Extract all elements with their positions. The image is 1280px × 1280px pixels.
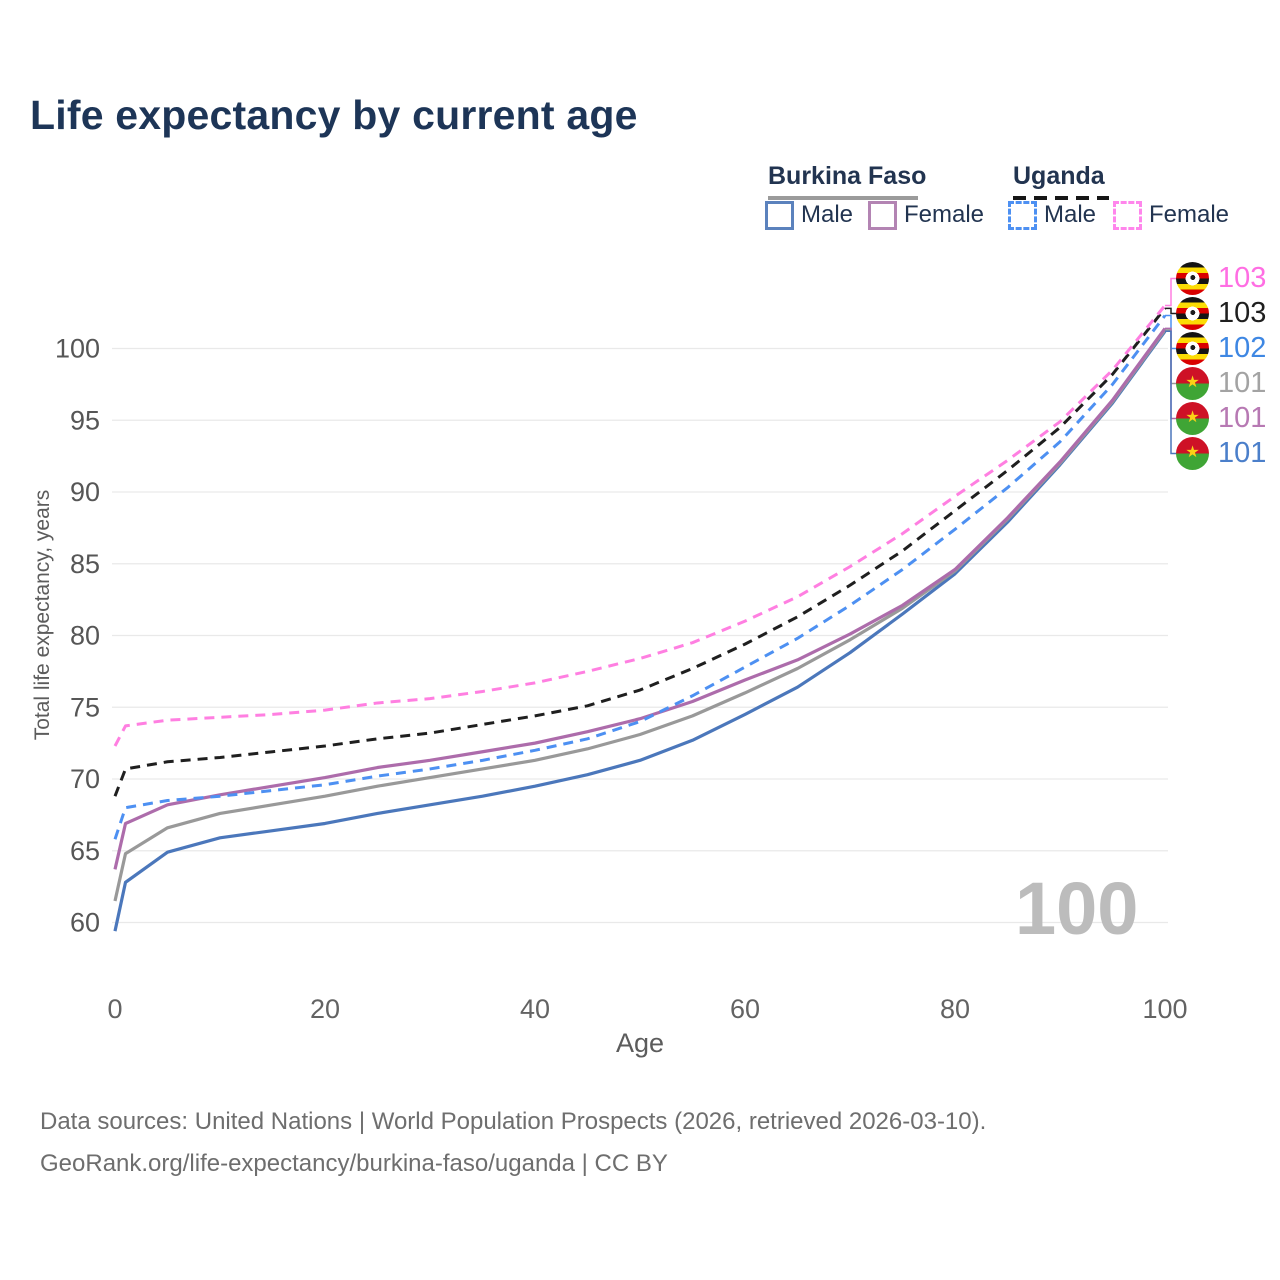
page-title: Life expectancy by current age bbox=[30, 92, 638, 138]
line-uganda-female bbox=[113, 304, 1167, 747]
uganda-male-swatch-icon bbox=[1008, 200, 1037, 230]
legend-group-burkina-faso: Burkina Faso bbox=[768, 162, 927, 190]
line-burkina-both bbox=[113, 328, 1167, 902]
y-tick-95: 95 bbox=[70, 405, 100, 435]
end-label-value: 101 bbox=[1218, 402, 1267, 434]
y-axis-title: Total life expectancy, years bbox=[31, 489, 54, 741]
legend-item-label: Female bbox=[1149, 201, 1230, 228]
legend-item-label: Male bbox=[801, 201, 854, 228]
end-label-value: 101 bbox=[1218, 437, 1267, 469]
end-label-uganda-both: 103 bbox=[1176, 296, 1266, 331]
end-label-burkina-male: 101 bbox=[1176, 436, 1266, 471]
leader-uganda-both bbox=[1165, 307, 1177, 315]
legend-item-burkina-female[interactable]: Female bbox=[868, 200, 984, 230]
y-tick-60: 60 bbox=[70, 908, 100, 938]
attribution-link-text: GeoRank.org/life-expectancy/burkina-faso… bbox=[40, 1150, 668, 1177]
end-label-value: 103 bbox=[1218, 297, 1267, 329]
end-label-value: 101 bbox=[1218, 367, 1267, 399]
x-tick-100: 100 bbox=[1142, 994, 1187, 1024]
uganda-flag-icon bbox=[1176, 332, 1209, 365]
line-uganda-male bbox=[113, 314, 1167, 840]
uganda-flag-icon bbox=[1176, 262, 1209, 295]
legend-item-uganda-female[interactable]: Female bbox=[1113, 200, 1229, 230]
end-label-burkina-female: 101 bbox=[1176, 401, 1266, 436]
y-tick-90: 90 bbox=[70, 477, 100, 507]
age-watermark: 100 bbox=[1015, 867, 1139, 950]
burkina-female-swatch-icon bbox=[868, 200, 897, 230]
x-axis-title: Age bbox=[615, 1028, 665, 1058]
line-burkina-female bbox=[113, 327, 1167, 870]
y-tick-80: 80 bbox=[70, 621, 100, 651]
legend-item-uganda-male[interactable]: Male bbox=[1008, 200, 1096, 230]
x-tick-60: 60 bbox=[730, 994, 760, 1024]
burkina-faso-flag-icon bbox=[1176, 437, 1209, 470]
burkina-faso-flag-icon bbox=[1176, 367, 1209, 400]
legend-item-label: Female bbox=[904, 201, 985, 228]
x-tick-20: 20 bbox=[310, 994, 340, 1024]
legend-item-burkina-male[interactable]: Male bbox=[765, 200, 853, 230]
end-label-uganda-male: 102 bbox=[1176, 331, 1266, 366]
end-label-value: 102 bbox=[1218, 332, 1267, 364]
leader-burkina-male bbox=[1165, 330, 1177, 455]
burkina-male-swatch-icon bbox=[765, 200, 794, 230]
burkina-faso-flag-icon bbox=[1176, 402, 1209, 435]
y-tick-65: 65 bbox=[70, 836, 100, 866]
x-tick-40: 40 bbox=[520, 994, 550, 1024]
leader-uganda-female bbox=[1165, 277, 1177, 307]
uganda-flag-icon bbox=[1176, 297, 1209, 330]
uganda-female-swatch-icon bbox=[1113, 200, 1142, 230]
y-tick-75: 75 bbox=[70, 692, 100, 722]
legend-item-label: Male bbox=[1044, 201, 1097, 228]
end-label-burkina-both: 101 bbox=[1176, 366, 1266, 401]
legend-burkina-faso-line-sample bbox=[768, 196, 918, 200]
y-tick-100: 100 bbox=[55, 334, 100, 364]
x-tick-0: 0 bbox=[107, 994, 122, 1024]
legend-uganda-line-sample bbox=[1013, 196, 1109, 200]
legend-group-uganda: Uganda bbox=[1013, 162, 1105, 190]
line-burkina-male bbox=[113, 330, 1167, 932]
end-label-value: 103 bbox=[1218, 262, 1267, 294]
line-uganda-both bbox=[113, 307, 1167, 797]
end-label-uganda-female: 103 bbox=[1176, 261, 1266, 296]
x-tick-80: 80 bbox=[940, 994, 970, 1024]
y-tick-70: 70 bbox=[70, 764, 100, 794]
y-tick-85: 85 bbox=[70, 549, 100, 579]
data-sources-text: Data sources: United Nations | World Pop… bbox=[40, 1108, 987, 1135]
